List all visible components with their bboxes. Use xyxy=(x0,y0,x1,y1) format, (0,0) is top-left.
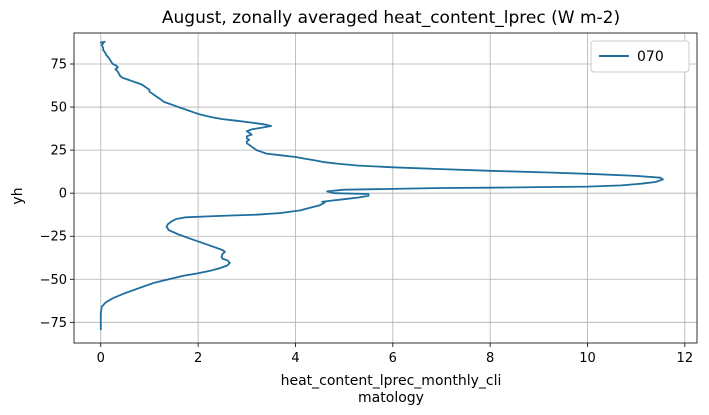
x-tick-label: 12 xyxy=(677,351,694,366)
plot-frame xyxy=(73,32,698,344)
y-tick-label: 0 xyxy=(59,187,67,202)
y-tick-label: −50 xyxy=(40,273,67,288)
x-axis: 0 2 4 6 8 10 12 xyxy=(97,343,693,366)
legend-box xyxy=(590,40,690,73)
legend: 070 xyxy=(590,40,690,73)
grid xyxy=(74,33,697,343)
x-tick-label: 10 xyxy=(579,351,596,366)
x-tick-label: 6 xyxy=(389,351,397,366)
y-axis-label: yh xyxy=(10,187,26,204)
chart-title: August, zonally averaged heat_content_lp… xyxy=(162,8,620,28)
y-tick-label: 75 xyxy=(50,58,67,73)
y-tick-label: 50 xyxy=(50,101,67,116)
x-tick-label: 0 xyxy=(97,351,105,366)
x-axis-label-line-2: matology xyxy=(358,390,424,406)
y-tick-label: −25 xyxy=(40,230,67,245)
x-tick-label: 8 xyxy=(486,351,494,366)
series-line-070 xyxy=(99,40,664,331)
x-tick-label: 4 xyxy=(291,351,299,366)
y-tick-label: 25 xyxy=(50,144,67,159)
y-tick-label: −75 xyxy=(40,316,67,331)
x-axis-label-line-1: heat_content_lprec_monthly_cli xyxy=(281,373,502,389)
y-axis: −75 −50 −25 0 25 50 75 xyxy=(40,58,74,331)
x-tick-label: 2 xyxy=(194,351,202,366)
series-group xyxy=(99,40,664,331)
legend-label: 070 xyxy=(637,49,664,65)
